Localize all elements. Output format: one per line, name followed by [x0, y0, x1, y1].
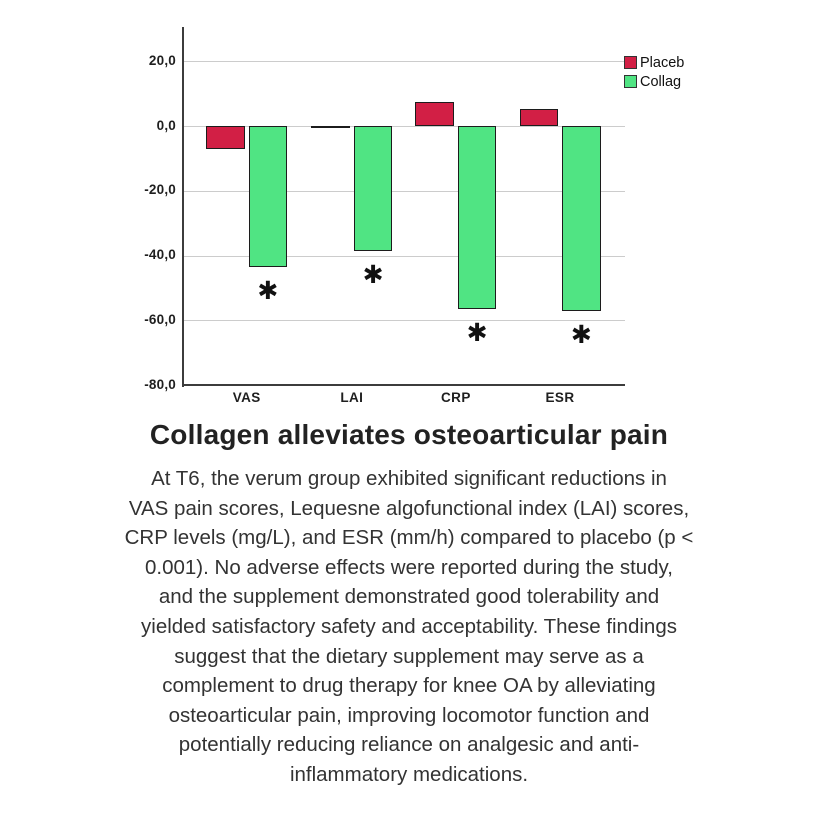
y-tick-label: -60,0: [144, 311, 176, 327]
legend-label-collagen: Collag: [640, 73, 682, 90]
caption-line: CRP levels (mg/L), and ESR (mm/h) compar…: [124, 526, 694, 550]
x-category-label: VAS: [232, 390, 261, 405]
caption-line: suggest that the dietary supplement may …: [174, 644, 644, 668]
caption-line: osteoarticular pain, improving locomotor…: [168, 703, 650, 727]
x-category-label: LAI: [340, 390, 364, 405]
x-axis-line: [182, 384, 625, 386]
bar-placebo-lai: [311, 126, 350, 128]
caption-line: inflammatory medications.: [289, 762, 529, 786]
bar-collagen-esr: [562, 126, 601, 311]
bar-placebo-crp: [415, 101, 454, 126]
legend-item-collagen: Collag: [624, 72, 684, 91]
y-gridline: [182, 255, 625, 257]
chart-legend: Placeb Collag: [624, 53, 684, 91]
y-tick-label: -40,0: [144, 247, 176, 262]
y-gridline: [182, 126, 625, 127]
caption-line: VAS pain scores, Lequesne algofunctional…: [128, 496, 690, 520]
significance-asterisk-esr: ✱: [570, 319, 592, 349]
y-axis-line: [182, 27, 184, 387]
figure-title: Collagen alleviates osteoarticular pain: [149, 419, 669, 450]
bar-placebo-vas: [206, 126, 245, 149]
figure-caption: At T6, the verum group exhibited signifi…: [0, 464, 818, 790]
legend-item-placebo: Placeb: [624, 53, 684, 72]
significance-asterisk-lai: ✱: [362, 259, 384, 289]
bar-collagen-vas: [248, 126, 288, 267]
caption-line: yielded satisfactory safety and acceptab…: [141, 614, 677, 638]
y-tick-label: 0,0: [156, 117, 176, 133]
y-gridline: [182, 320, 625, 322]
x-category-label: CRP: [441, 390, 471, 405]
y-gridline: [182, 61, 625, 63]
bar-collagen-lai: [353, 126, 393, 251]
caption-line: potentially reducing reliance on analges…: [178, 733, 640, 757]
caption-line: 0.001). No adverse effects were reported…: [145, 555, 673, 579]
caption-line: complement to drug therapy for knee OA b…: [162, 674, 656, 698]
caption-line: At T6, the verum group exhibited signifi…: [151, 467, 667, 490]
grouped-bar-chart: 20,0 0,0 -20,0 -40,0 -60,0 -80,0 VAS LAI CRP ESR ✱…: [144, 27, 684, 405]
legend-label-placebo: Placeb: [640, 54, 685, 71]
significance-asterisk-vas: ✱: [257, 275, 279, 305]
y-tick-label: 20,0: [148, 52, 176, 68]
bar-collagen-crp: [457, 126, 497, 309]
y-tick-label: -80,0: [144, 376, 176, 392]
bar-placebo-esr: [519, 109, 558, 126]
caption-line: and the supplement demonstrated good tol…: [158, 585, 660, 609]
y-gridline: [182, 190, 625, 192]
significance-asterisk-crp: ✱: [466, 317, 488, 347]
legend-swatch-collagen: [624, 75, 637, 88]
legend-swatch-placebo: [624, 56, 637, 69]
y-tick-label: -20,0: [144, 182, 176, 198]
x-category-label: ESR: [545, 390, 575, 405]
